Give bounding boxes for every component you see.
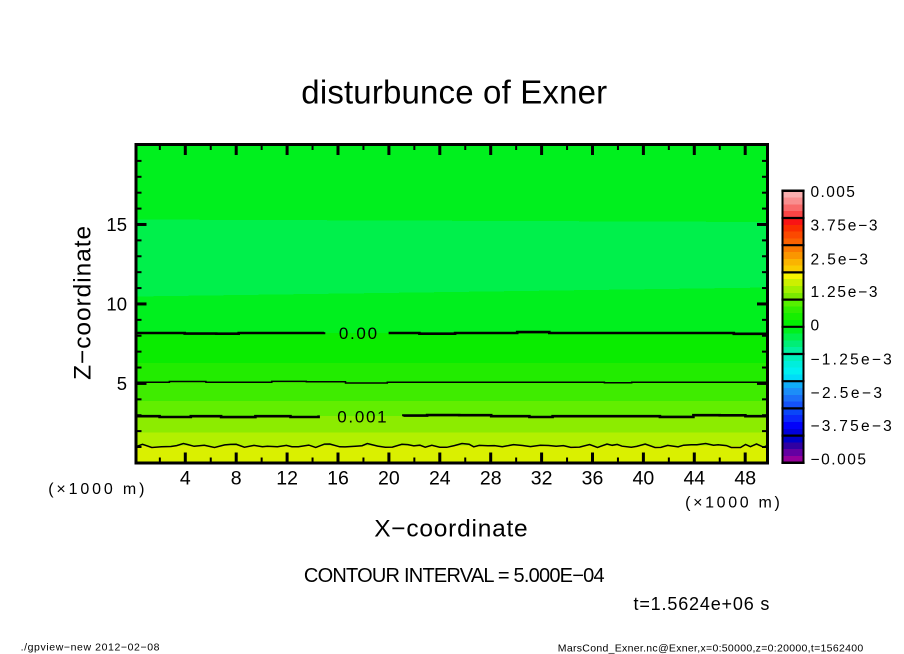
svg-text:28: 28 <box>480 468 502 490</box>
svg-text:1.25e−3: 1.25e−3 <box>811 284 878 301</box>
svg-text:X−coordinate: X−coordinate <box>374 515 528 542</box>
svg-text:24: 24 <box>429 468 451 490</box>
svg-text:−1.25e−3: −1.25e−3 <box>811 352 892 369</box>
svg-text:CONTOUR INTERVAL = 5.000E−04: CONTOUR INTERVAL = 5.000E−04 <box>304 565 605 587</box>
svg-text:t=1.5624e+06 s: t=1.5624e+06 s <box>634 594 770 614</box>
svg-text:./gpview−new 2012−02−08: ./gpview−new 2012−02−08 <box>21 642 160 654</box>
svg-text:0.001: 0.001 <box>337 408 388 427</box>
svg-text:0.00: 0.00 <box>339 324 379 343</box>
svg-text:48: 48 <box>734 468 756 490</box>
svg-text:3.75e−3: 3.75e−3 <box>811 218 878 235</box>
svg-text:15: 15 <box>106 214 127 235</box>
svg-text:44: 44 <box>683 468 705 490</box>
svg-text:36: 36 <box>582 468 604 490</box>
svg-text:−3.75e−3: −3.75e−3 <box>811 418 892 435</box>
svg-text:0.005: 0.005 <box>811 184 855 201</box>
svg-text:−0.005: −0.005 <box>811 452 867 469</box>
svg-text:8: 8 <box>231 468 242 490</box>
svg-text:Z−coordinate: Z−coordinate <box>70 226 97 380</box>
svg-text:disturbunce of Exner: disturbunce of Exner <box>301 74 607 111</box>
svg-text:5: 5 <box>117 373 127 394</box>
svg-text:−2.5e−3: −2.5e−3 <box>811 385 883 402</box>
svg-text:2.5e−3: 2.5e−3 <box>811 252 869 269</box>
svg-text:MarsCond_Exner.nc@Exner,x=0:50: MarsCond_Exner.nc@Exner,x=0:50000,z=0:20… <box>558 643 864 654</box>
svg-text:(×1000 m): (×1000 m) <box>48 481 144 498</box>
svg-text:(×1000 m): (×1000 m) <box>685 494 780 511</box>
svg-text:40: 40 <box>633 468 655 490</box>
svg-text:20: 20 <box>378 468 400 490</box>
svg-text:16: 16 <box>327 468 349 490</box>
svg-text:12: 12 <box>276 468 298 490</box>
svg-text:10: 10 <box>106 294 127 315</box>
svg-text:0: 0 <box>811 318 820 335</box>
svg-text:4: 4 <box>180 468 191 490</box>
svg-text:32: 32 <box>531 468 553 490</box>
